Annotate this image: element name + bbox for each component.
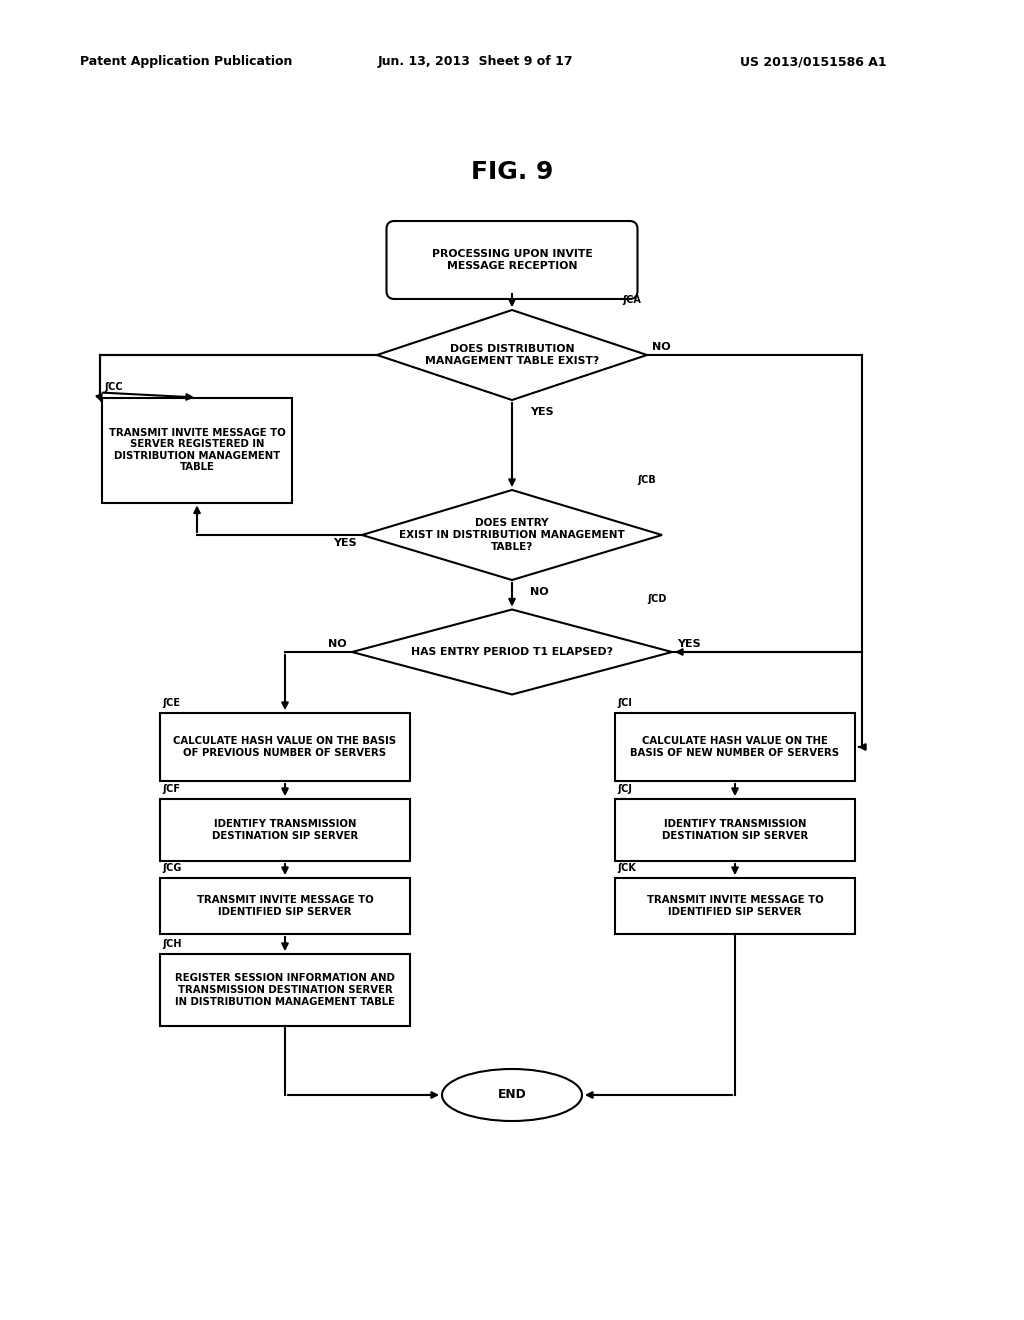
Text: ʃCI: ʃCI (617, 698, 632, 708)
Text: ʃCF: ʃCF (162, 784, 180, 795)
Ellipse shape (442, 1069, 582, 1121)
Polygon shape (352, 610, 672, 694)
Polygon shape (377, 310, 647, 400)
Text: IDENTIFY TRANSMISSION
DESTINATION SIP SERVER: IDENTIFY TRANSMISSION DESTINATION SIP SE… (662, 820, 808, 841)
Text: IDENTIFY TRANSMISSION
DESTINATION SIP SERVER: IDENTIFY TRANSMISSION DESTINATION SIP SE… (212, 820, 358, 841)
Text: ʃCD: ʃCD (647, 594, 667, 605)
Bar (615, 799, 855, 861)
Text: NO: NO (530, 587, 549, 597)
Text: TRANSMIT INVITE MESSAGE TO
SERVER REGISTERED IN
DISTRIBUTION MANAGEMENT
TABLE: TRANSMIT INVITE MESSAGE TO SERVER REGIST… (109, 428, 286, 473)
Text: TRANSMIT INVITE MESSAGE TO
IDENTIFIED SIP SERVER: TRANSMIT INVITE MESSAGE TO IDENTIFIED SI… (197, 895, 374, 917)
Text: YES: YES (530, 407, 554, 417)
Text: NO: NO (329, 639, 347, 649)
Bar (615, 878, 855, 935)
Text: YES: YES (334, 539, 357, 548)
Text: ʃCE: ʃCE (162, 698, 180, 708)
Text: ʃCK: ʃCK (617, 863, 636, 873)
Text: Jun. 13, 2013  Sheet 9 of 17: Jun. 13, 2013 Sheet 9 of 17 (378, 55, 573, 69)
Bar (160, 878, 410, 935)
Text: REGISTER SESSION INFORMATION AND
TRANSMISSION DESTINATION SERVER
IN DISTRIBUTION: REGISTER SESSION INFORMATION AND TRANSMI… (175, 973, 395, 1007)
Text: CALCULATE HASH VALUE ON THE
BASIS OF NEW NUMBER OF SERVERS: CALCULATE HASH VALUE ON THE BASIS OF NEW… (631, 737, 840, 758)
Text: ʃCJ: ʃCJ (617, 784, 632, 795)
Bar (102, 397, 292, 503)
FancyBboxPatch shape (386, 220, 638, 300)
Text: CALCULATE HASH VALUE ON THE BASIS
OF PREVIOUS NUMBER OF SERVERS: CALCULATE HASH VALUE ON THE BASIS OF PRE… (173, 737, 396, 758)
Polygon shape (362, 490, 662, 579)
Text: HAS ENTRY PERIOD T1 ELAPSED?: HAS ENTRY PERIOD T1 ELAPSED? (411, 647, 613, 657)
Text: ʃCH: ʃCH (162, 939, 181, 949)
Text: Patent Application Publication: Patent Application Publication (80, 55, 293, 69)
Text: DOES ENTRY
EXIST IN DISTRIBUTION MANAGEMENT
TABLE?: DOES ENTRY EXIST IN DISTRIBUTION MANAGEM… (399, 519, 625, 552)
Text: US 2013/0151586 A1: US 2013/0151586 A1 (740, 55, 887, 69)
Text: TRANSMIT INVITE MESSAGE TO
IDENTIFIED SIP SERVER: TRANSMIT INVITE MESSAGE TO IDENTIFIED SI… (646, 895, 823, 917)
Text: PROCESSING UPON INVITE
MESSAGE RECEPTION: PROCESSING UPON INVITE MESSAGE RECEPTION (432, 249, 592, 271)
Text: ʃCA: ʃCA (622, 294, 641, 305)
Text: YES: YES (677, 639, 700, 649)
Text: NO: NO (652, 342, 671, 352)
Text: END: END (498, 1089, 526, 1101)
Bar (160, 713, 410, 781)
Text: FIG. 9: FIG. 9 (471, 160, 553, 183)
Bar (160, 954, 410, 1026)
Text: DOES DISTRIBUTION
MANAGEMENT TABLE EXIST?: DOES DISTRIBUTION MANAGEMENT TABLE EXIST… (425, 345, 599, 366)
Bar (160, 799, 410, 861)
Text: ʃCB: ʃCB (637, 475, 655, 484)
Text: ʃCG: ʃCG (162, 863, 181, 873)
Text: ʃCC: ʃCC (104, 383, 123, 392)
Bar (615, 713, 855, 781)
